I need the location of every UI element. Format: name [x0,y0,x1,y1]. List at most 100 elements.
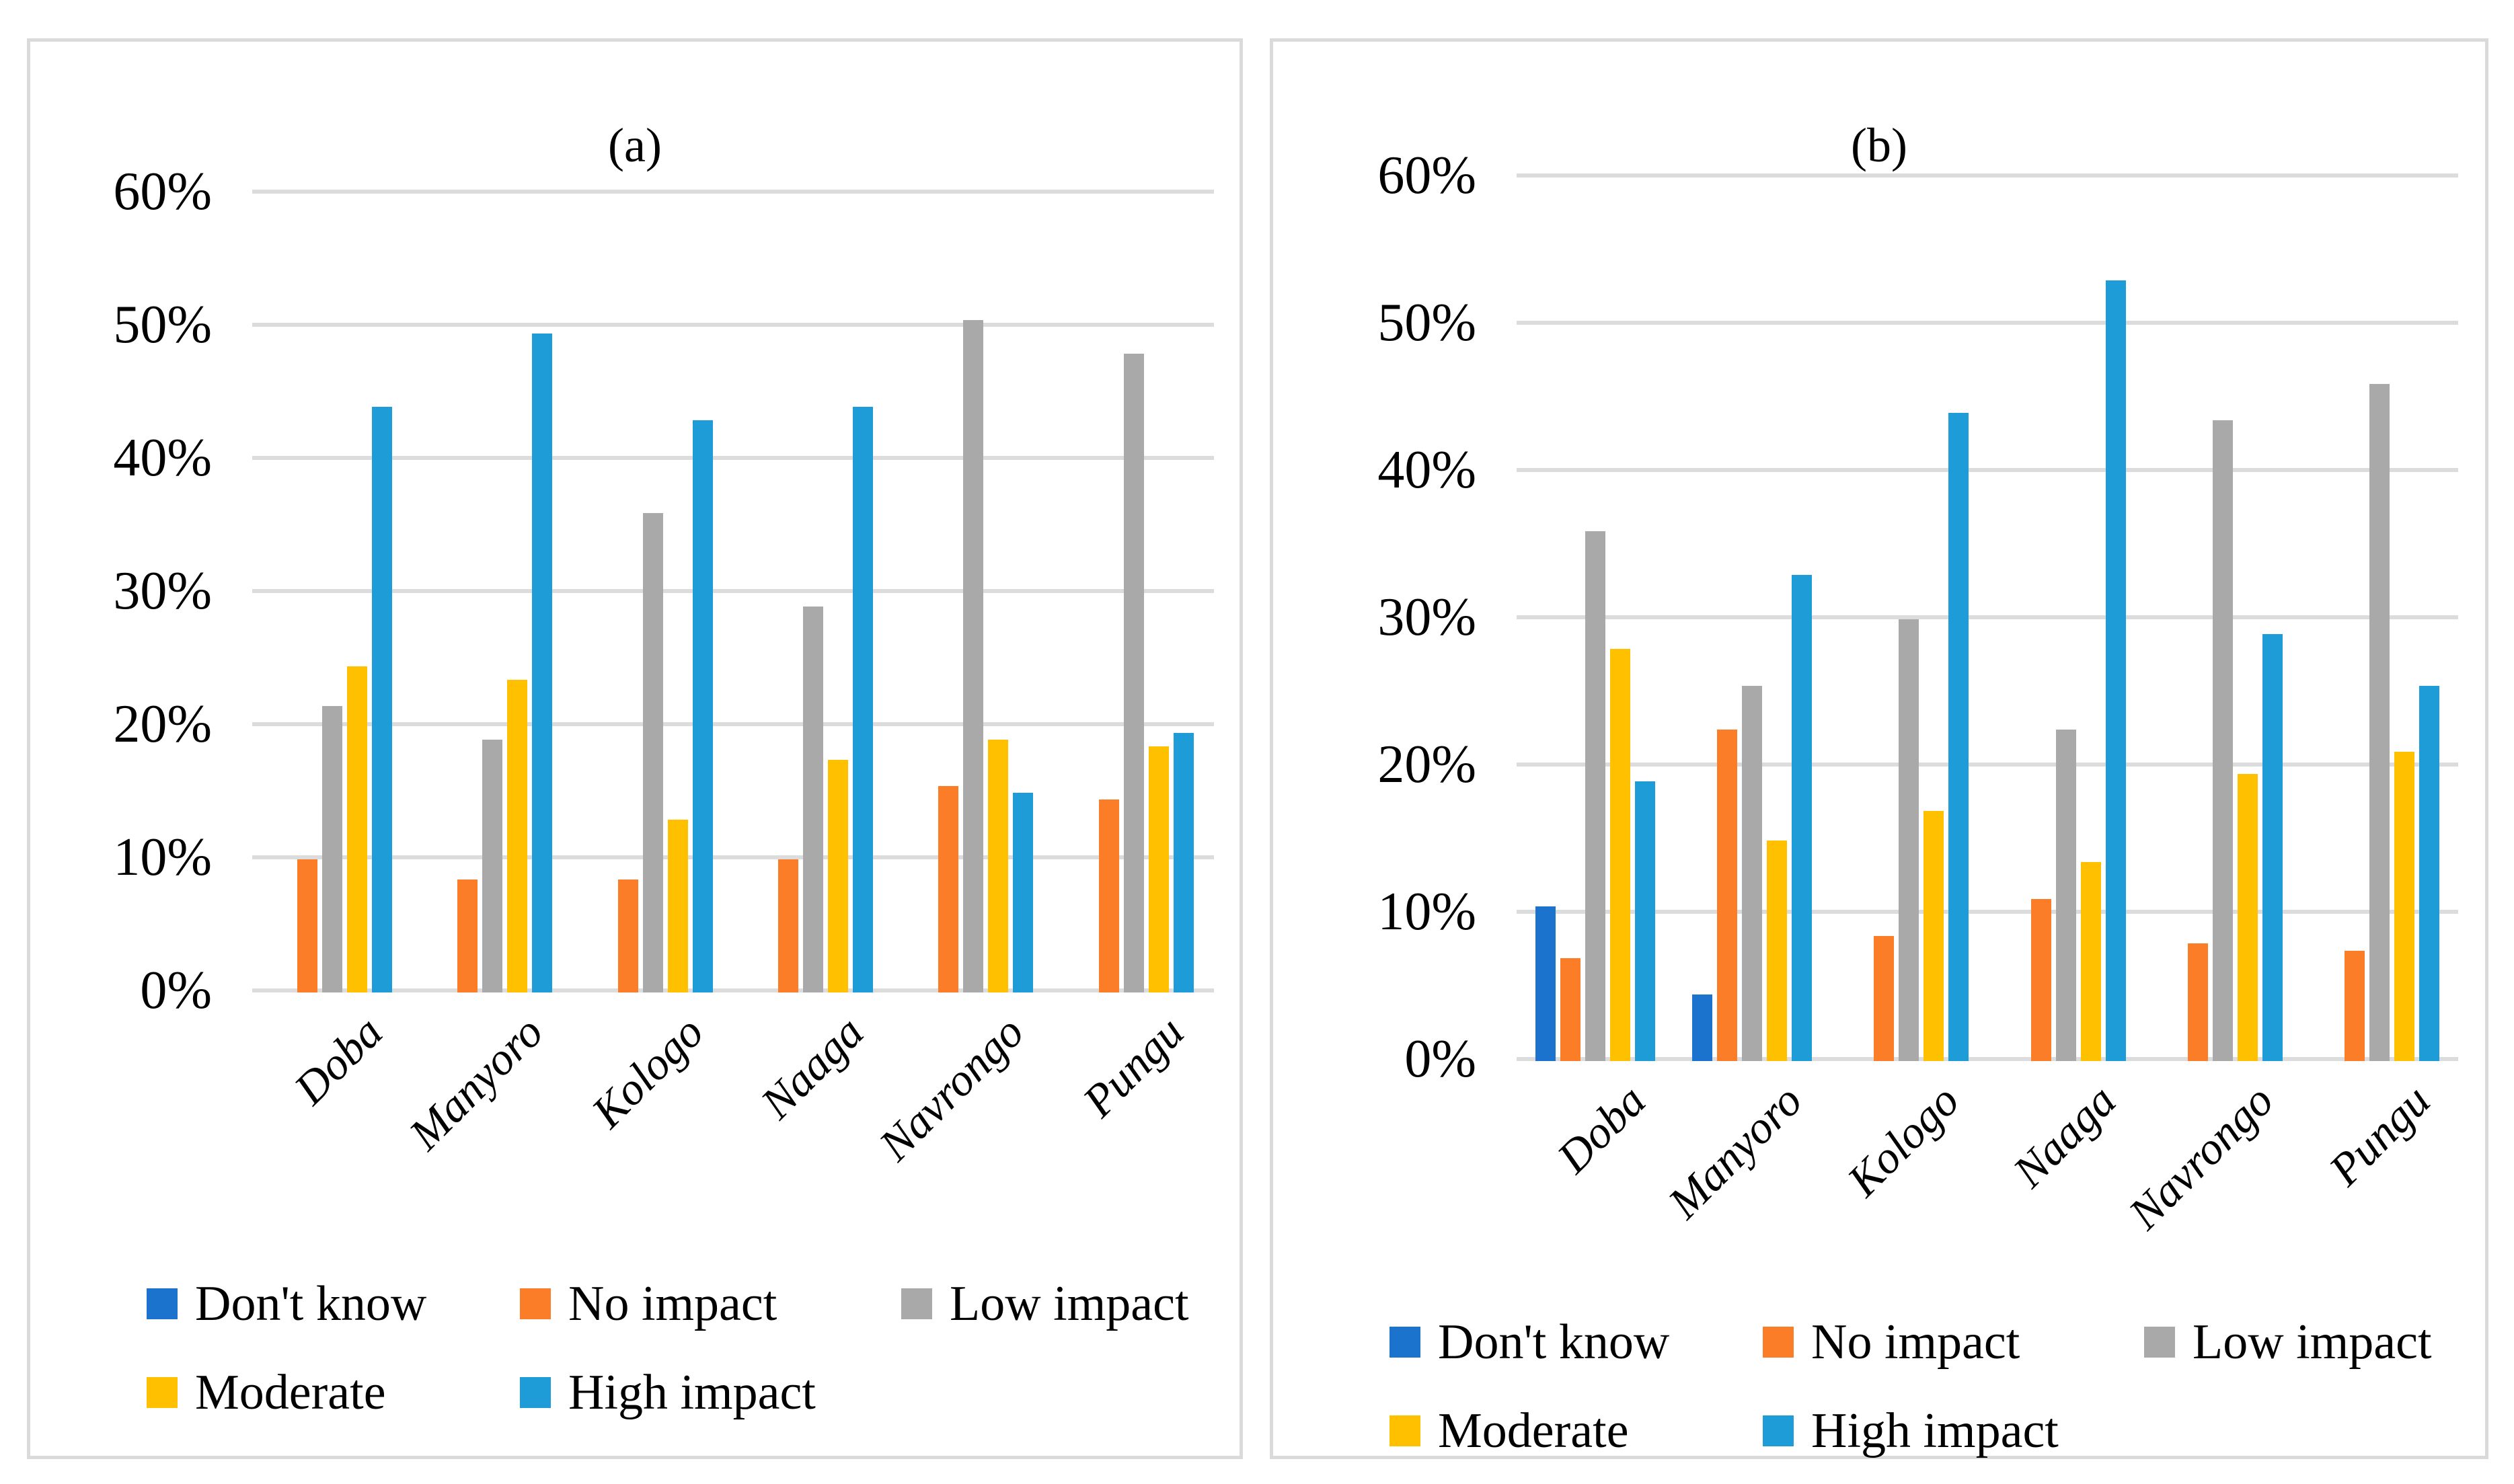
bar-moderate [2394,752,2415,1061]
bar-high-impact [853,406,874,992]
legend-swatch-moderate-icon [147,1377,178,1408]
legend-label-don-t-know: Don't know [195,1276,427,1331]
chart-title-b: (b) [1851,118,1907,172]
y-tick-label: 0% [1404,1029,1476,1089]
bar-group-kologo [1831,175,1987,1061]
legend-swatch-don-t-know-icon [147,1288,178,1319]
legend-label-high-impact: High impact [568,1365,816,1420]
y-tick-label: 30% [1377,588,1476,647]
legend-swatch-low-impact-icon [901,1288,932,1319]
legend-label-moderate: Moderate [1438,1403,1629,1458]
legend-item-don-t-know: Don't know [1389,1317,1669,1367]
gridline-10% [252,855,1214,859]
bar-high-impact [2419,685,2440,1061]
bar-low-impact [1741,685,1762,1061]
bar-low-impact [963,320,984,992]
bar-low-impact [2369,383,2390,1061]
y-tick-label: 50% [113,295,212,354]
bar-group-manyoro [412,192,572,992]
gridline-0% [252,988,1214,992]
bar-high-impact [532,333,553,992]
bar-no-impact [2030,899,2051,1061]
bar-low-impact [482,739,503,992]
plot-area-a: 0% 10% 20% 30% 40% 50% 60% Doba Manyoro Kologo Naa… [113,165,1214,1170]
bar-cluster [593,194,713,992]
legend-item-no-impact: No impact [1763,1317,2020,1367]
legend-item-moderate: Moderate [147,1368,386,1417]
y-tick-label: 60% [1377,146,1476,205]
legend-label-moderate: Moderate [195,1365,386,1420]
bar-no-impact [2345,950,2365,1061]
bar-low-impact [322,706,343,992]
bar-high-impact [692,420,713,992]
y-tick-label: 20% [113,695,212,754]
bar-no-impact [1874,935,1895,1061]
bar-moderate [988,739,1009,992]
chart-panel-b: (b) 0% 10% 20% 30% 40% 50% 60% Doba Manyoro Kolog… [1270,38,2488,1459]
y-tick-label: 30% [113,561,212,621]
legend-label-high-impact: High impact [1811,1403,2059,1458]
bar-no-impact [778,859,799,992]
bar-no-impact [297,859,318,992]
bar-group-kologo [573,192,733,992]
bar-moderate [667,819,688,992]
y-tick-label: 10% [1377,882,1476,941]
bar-cluster [913,194,1034,992]
bar-no-impact [617,879,638,992]
bar-cluster [2006,178,2126,1061]
bar-high-impact [1948,413,1969,1061]
bar-moderate [1766,840,1787,1061]
bar-no-impact [457,879,478,992]
bar-group-pungu [2301,175,2458,1061]
bar-group-naaga [1987,175,2144,1061]
bar-low-impact [2055,730,2076,1061]
bar-low-impact [803,606,824,992]
bar-low-impact [1123,353,1144,992]
bar-moderate [507,679,528,992]
legend-item-moderate: Moderate [1389,1406,1629,1456]
y-tick-label: 50% [1377,293,1476,352]
legend-a: Don't know No impact Low impact Moderate Hig… [34,42,1240,1456]
legend-swatch-moderate-icon [1389,1415,1420,1446]
gridline-20% [1517,763,2458,767]
bar-moderate [828,759,849,992]
bar-cluster [1535,178,1655,1061]
y-tick-label: 40% [1377,440,1476,500]
bar-cluster [1849,178,1969,1061]
bar-low-impact [642,513,663,992]
gridline-40% [252,456,1214,460]
bar-no-impact [938,786,959,992]
legend-item-high-impact: High impact [520,1368,816,1417]
legend-swatch-high-impact-icon [1763,1415,1794,1446]
bar-group-doba [252,192,412,992]
bar-low-impact [1585,531,1605,1061]
bar-cluster [753,194,874,992]
bar-high-impact [1791,575,1812,1061]
legend-item-don-t-know: Don't know [147,1279,426,1329]
legend-label-don-t-know: Don't know [1438,1315,1670,1370]
gridline-60% [252,190,1214,194]
gridline-40% [1517,468,2458,472]
legend-swatch-no-impact-icon [520,1288,551,1319]
bar-group-navrongo [893,192,1053,992]
legend-item-low-impact: Low impact [901,1279,1189,1329]
bar-cluster [1074,194,1194,992]
bar-group-pungu [1054,192,1214,992]
bar-cluster [2163,178,2283,1061]
gridline-20% [252,722,1214,726]
legend-label-no-impact: No impact [568,1276,777,1331]
bar-cluster [272,194,393,992]
chart-panel-a: (a) 0% 10% 20% 30% 40% 50% 60% Doba Manyoro Kolog… [27,38,1243,1459]
bar-group-navrongo [2144,175,2301,1061]
legend-label-no-impact: No impact [1811,1315,2020,1370]
bar-low-impact [1899,619,1919,1061]
bar-cluster [2320,178,2440,1061]
bar-high-impact [1173,732,1194,992]
bar-low-impact [2212,420,2233,1061]
bar-moderate [1148,746,1169,992]
chart-title-a: (a) [608,118,662,172]
legend-label-low-impact: Low impact [2193,1315,2432,1370]
gridline-30% [252,589,1214,593]
plot-area-b: 0% 10% 20% 30% 40% 50% 60% Doba Manyoro Kologo Naa… [1377,149,2458,1239]
